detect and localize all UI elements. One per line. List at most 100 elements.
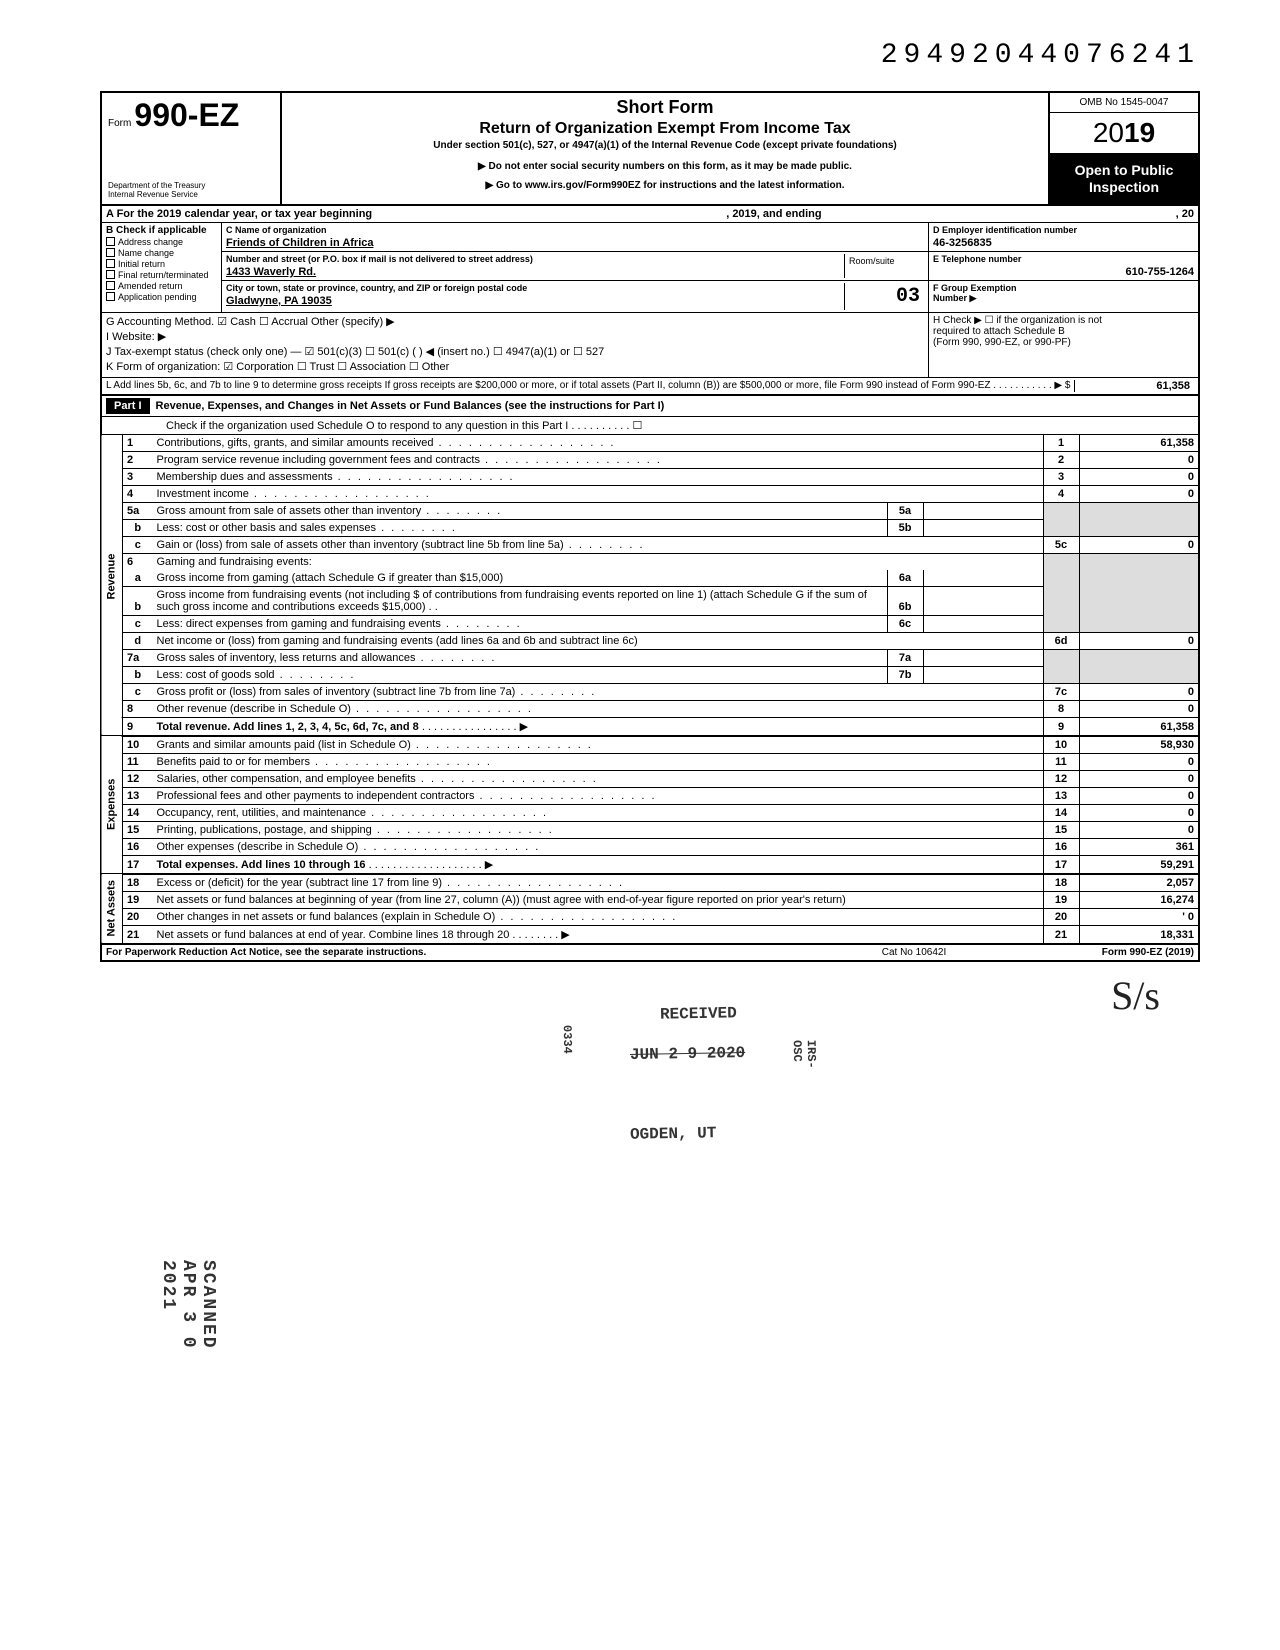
- line-i: I Website: ▶: [106, 330, 924, 343]
- line-num: 16: [123, 838, 153, 855]
- line-desc: Total expenses. Add lines 10 through 16: [157, 859, 366, 871]
- line-num: b: [123, 519, 153, 536]
- line-14: 14 Occupancy, rent, utilities, and maint…: [101, 804, 1199, 821]
- phone-row: E Telephone number 610-755-1264: [929, 252, 1198, 281]
- line-num: 2: [123, 451, 153, 468]
- line-amt-n: 12: [1043, 770, 1079, 787]
- line-amt-v: 58,930: [1079, 736, 1199, 754]
- sub-n: 7a: [887, 649, 923, 666]
- line-2: 2 Program service revenue including gove…: [101, 451, 1199, 468]
- code-box: 03: [844, 283, 924, 310]
- line-amt-n: 11: [1043, 753, 1079, 770]
- chk-final-return[interactable]: Final return/terminated: [106, 270, 217, 280]
- line-amt-n: 6d: [1043, 632, 1079, 649]
- line-20: 20 Other changes in net assets or fund b…: [101, 908, 1199, 925]
- chk-initial-return[interactable]: Initial return: [106, 259, 217, 269]
- city-label: City or town, state or province, country…: [226, 283, 844, 293]
- shade-cell: [1043, 502, 1079, 536]
- line-15: 15 Printing, publications, postage, and …: [101, 821, 1199, 838]
- line-amt-n: 13: [1043, 787, 1079, 804]
- side-label-expenses: Expenses: [101, 736, 123, 874]
- col-def: D Employer identification number 46-3256…: [928, 223, 1198, 312]
- goto-link: ▶ Go to www.irs.gov/Form990EZ for instru…: [290, 180, 1040, 191]
- line-num: 3: [123, 468, 153, 485]
- group-exemption-label2: Number ▶: [933, 293, 1194, 304]
- chk-application-pending[interactable]: Application pending: [106, 292, 217, 302]
- rows-gijk: G Accounting Method. ☑ Cash ☐ Accrual Ot…: [100, 313, 1200, 378]
- col-b: B Check if applicable Address change Nam…: [102, 223, 222, 312]
- line-g: G Accounting Method. ☑ Cash ☐ Accrual Ot…: [106, 315, 924, 328]
- line-num: 5a: [123, 502, 153, 519]
- lines-table: Revenue 1 Contributions, gifts, grants, …: [100, 435, 1200, 944]
- line-num: 13: [123, 787, 153, 804]
- part-1-check-text: Check if the organization used Schedule …: [166, 419, 642, 432]
- gijk-left: G Accounting Method. ☑ Cash ☐ Accrual Ot…: [102, 313, 928, 377]
- sub-v: [923, 649, 1043, 666]
- sub-n: 7b: [887, 666, 923, 683]
- line-7a: 7a Gross sales of inventory, less return…: [101, 649, 1199, 666]
- chk-amended-return[interactable]: Amended return: [106, 281, 217, 291]
- line-num: 15: [123, 821, 153, 838]
- line-16: 16 Other expenses (describe in Schedule …: [101, 838, 1199, 855]
- line-desc: Gain or (loss) from sale of assets other…: [153, 536, 1044, 553]
- stamp-scanned: SCANNED APR 3 0 2021: [158, 1260, 218, 1350]
- line-num: 8: [123, 700, 153, 717]
- group-exemption-label: F Group Exemption: [933, 283, 1194, 293]
- line-amt-n: 14: [1043, 804, 1079, 821]
- line-k: K Form of organization: ☑ Corporation ☐ …: [106, 360, 924, 373]
- under-section: Under section 501(c), 527, or 4947(a)(1)…: [290, 140, 1040, 151]
- chk-label: Initial return: [118, 259, 165, 269]
- sub-n: 6b: [887, 586, 923, 615]
- shade-cell: [1043, 649, 1079, 683]
- line-18: Net Assets 18 Excess or (deficit) for th…: [101, 874, 1199, 892]
- line-amt-n: 10: [1043, 736, 1079, 754]
- line-desc: Contributions, gifts, grants, and simila…: [153, 435, 1044, 452]
- stamp-irs: IRS-OSC: [790, 1040, 818, 1069]
- line-num: 21: [123, 925, 153, 943]
- line-6a: a Gross income from gaming (attach Sched…: [101, 570, 1199, 587]
- line-j: J Tax-exempt status (check only one) — ☑…: [106, 345, 924, 358]
- line-amt-n: 7c: [1043, 683, 1079, 700]
- line-21: 21 Net assets or fund balances at end of…: [101, 925, 1199, 943]
- footer-mid: Cat No 10642I: [814, 947, 1014, 958]
- line-num: c: [123, 536, 153, 553]
- chk-address-change[interactable]: Address change: [106, 237, 217, 247]
- ein-value: 46-3256835: [933, 237, 1194, 249]
- line-desc: Net assets or fund balances at end of ye…: [157, 929, 510, 941]
- line-desc: Gaming and fundraising events:: [153, 553, 1044, 570]
- line-5b: b Less: cost or other basis and sales ex…: [101, 519, 1199, 536]
- line-num: 4: [123, 485, 153, 502]
- line-amt-v: ' 0: [1079, 908, 1199, 925]
- form-prefix: Form: [108, 118, 131, 129]
- line-num: d: [123, 632, 153, 649]
- line-num: 14: [123, 804, 153, 821]
- shade-cell: [1079, 553, 1199, 632]
- omb-number: OMB No 1545-0047: [1050, 93, 1198, 113]
- form-header: Form 990-EZ Department of the Treasury I…: [100, 91, 1200, 206]
- line-11: 11 Benefits paid to or for members 11 0: [101, 753, 1199, 770]
- line-1: Revenue 1 Contributions, gifts, grants, …: [101, 435, 1199, 452]
- line-num: c: [123, 683, 153, 700]
- line-amt-n: 3: [1043, 468, 1079, 485]
- chk-name-change[interactable]: Name change: [106, 248, 217, 258]
- line-desc: Less: cost of goods sold: [153, 666, 888, 683]
- line-desc: Gross income from fundraising events (no…: [153, 586, 888, 615]
- line-amt-n: 5c: [1043, 536, 1079, 553]
- footer-right: Form 990-EZ (2019): [1014, 947, 1194, 958]
- line-12: 12 Salaries, other compensation, and emp…: [101, 770, 1199, 787]
- sub-v: [923, 666, 1043, 683]
- part-1-check-row: Check if the organization used Schedule …: [100, 417, 1200, 435]
- line-desc: Investment income: [153, 485, 1044, 502]
- row-a: A For the 2019 calendar year, or tax yea…: [100, 206, 1200, 223]
- open-line-2: Inspection: [1054, 179, 1194, 196]
- h-line-3: (Form 990, 990-EZ, or 990-PF): [933, 337, 1194, 348]
- line-amt-v: 16,274: [1079, 891, 1199, 908]
- line-amt-v: 0: [1079, 683, 1199, 700]
- stamp-date: JUN 2 9 2020: [630, 1044, 746, 1064]
- line-7b: b Less: cost of goods sold 7b: [101, 666, 1199, 683]
- line-amt-v: 0: [1079, 536, 1199, 553]
- sub-v: [923, 586, 1043, 615]
- sub-v: [923, 570, 1043, 587]
- code-value: 03: [896, 285, 920, 308]
- line-5c: c Gain or (loss) from sale of assets oth…: [101, 536, 1199, 553]
